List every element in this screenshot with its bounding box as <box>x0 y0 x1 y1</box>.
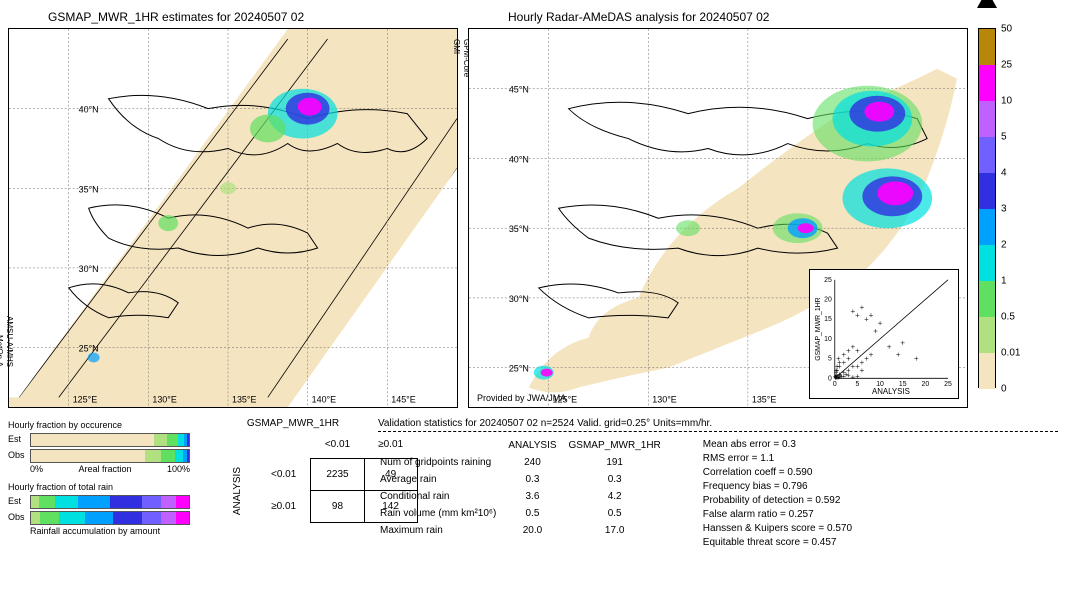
svg-text:5: 5 <box>856 381 860 388</box>
svg-text:25°N: 25°N <box>79 344 99 354</box>
svg-text:5: 5 <box>828 356 832 363</box>
provided-label: Provided by JWA/JMA <box>477 393 566 403</box>
svg-text:10: 10 <box>824 336 832 343</box>
map1-svg: 125°E 130°E 135°E 140°E 145°E 25°N 30°N 35°… <box>9 29 457 407</box>
map1-left-label1: MetOp-A <box>0 335 4 367</box>
svg-text:25: 25 <box>824 277 832 284</box>
svg-text:145°E: 145°E <box>391 394 415 404</box>
svg-text:40°N: 40°N <box>79 105 99 115</box>
map2: 125°E130°E 135°E 25°N30°N 35°N40°N 45°N … <box>468 28 968 408</box>
contingency-panel: GSMAP_MWR_1HR <0.01≥0.01 ANALYSIS <0.01 … <box>218 418 368 578</box>
svg-text:35°N: 35°N <box>79 184 99 194</box>
stats-panel: Validation statistics for 20240507 02 n=… <box>378 418 1058 578</box>
colorbar: 502510543210.50.010 <box>978 8 1058 408</box>
svg-text:20: 20 <box>824 297 832 304</box>
stats-table: ANALYSISGSMAP_MWR_1HR Num of gridpoints … <box>378 436 673 540</box>
map2-title: Hourly Radar-AMeDAS analysis for 2024050… <box>508 10 769 24</box>
total-title: Hourly fraction of total rain <box>8 482 208 492</box>
scatter-plot: 00551010151520202525 ANALYSIS GSMAP_MWR_… <box>809 269 959 399</box>
svg-text:130°E: 130°E <box>652 394 677 404</box>
svg-text:45°N: 45°N <box>509 85 529 95</box>
svg-text:15: 15 <box>824 316 832 323</box>
svg-text:25°N: 25°N <box>509 364 529 374</box>
fraction-panel: Hourly fraction by occurence Est Obs 0% … <box>8 418 208 578</box>
occurrence-title: Hourly fraction by occurence <box>8 420 208 430</box>
map1-title: GSMAP_MWR_1HR estimates for 20240507 02 <box>48 10 304 24</box>
svg-text:130°E: 130°E <box>152 394 176 404</box>
svg-text:40°N: 40°N <box>509 154 529 164</box>
svg-text:ANALYSIS: ANALYSIS <box>872 387 910 396</box>
svg-text:140°E: 140°E <box>312 394 336 404</box>
map1: 125°E 130°E 135°E 140°E 145°E 25°N 30°N 35°… <box>8 28 458 408</box>
map1-right-label2: GMI <box>452 39 461 54</box>
svg-text:GSMAP_MWR_1HR: GSMAP_MWR_1HR <box>815 297 822 360</box>
svg-text:135°E: 135°E <box>232 394 256 404</box>
svg-text:30°N: 30°N <box>79 264 99 274</box>
svg-text:125°E: 125°E <box>73 394 97 404</box>
map1-left-label2: AMSU-A/MHS <box>5 316 14 367</box>
svg-text:25: 25 <box>944 381 952 388</box>
svg-text:35°N: 35°N <box>509 224 529 234</box>
svg-text:135°E: 135°E <box>752 394 777 404</box>
stats-title: Validation statistics for 20240507 02 n=… <box>378 418 1058 432</box>
svg-text:20: 20 <box>922 381 930 388</box>
metrics-list: Mean abs error = 0.3RMS error = 1.1Corre… <box>703 436 852 551</box>
svg-text:30°N: 30°N <box>509 294 529 304</box>
svg-text:0: 0 <box>828 375 832 382</box>
svg-text:0: 0 <box>833 381 837 388</box>
